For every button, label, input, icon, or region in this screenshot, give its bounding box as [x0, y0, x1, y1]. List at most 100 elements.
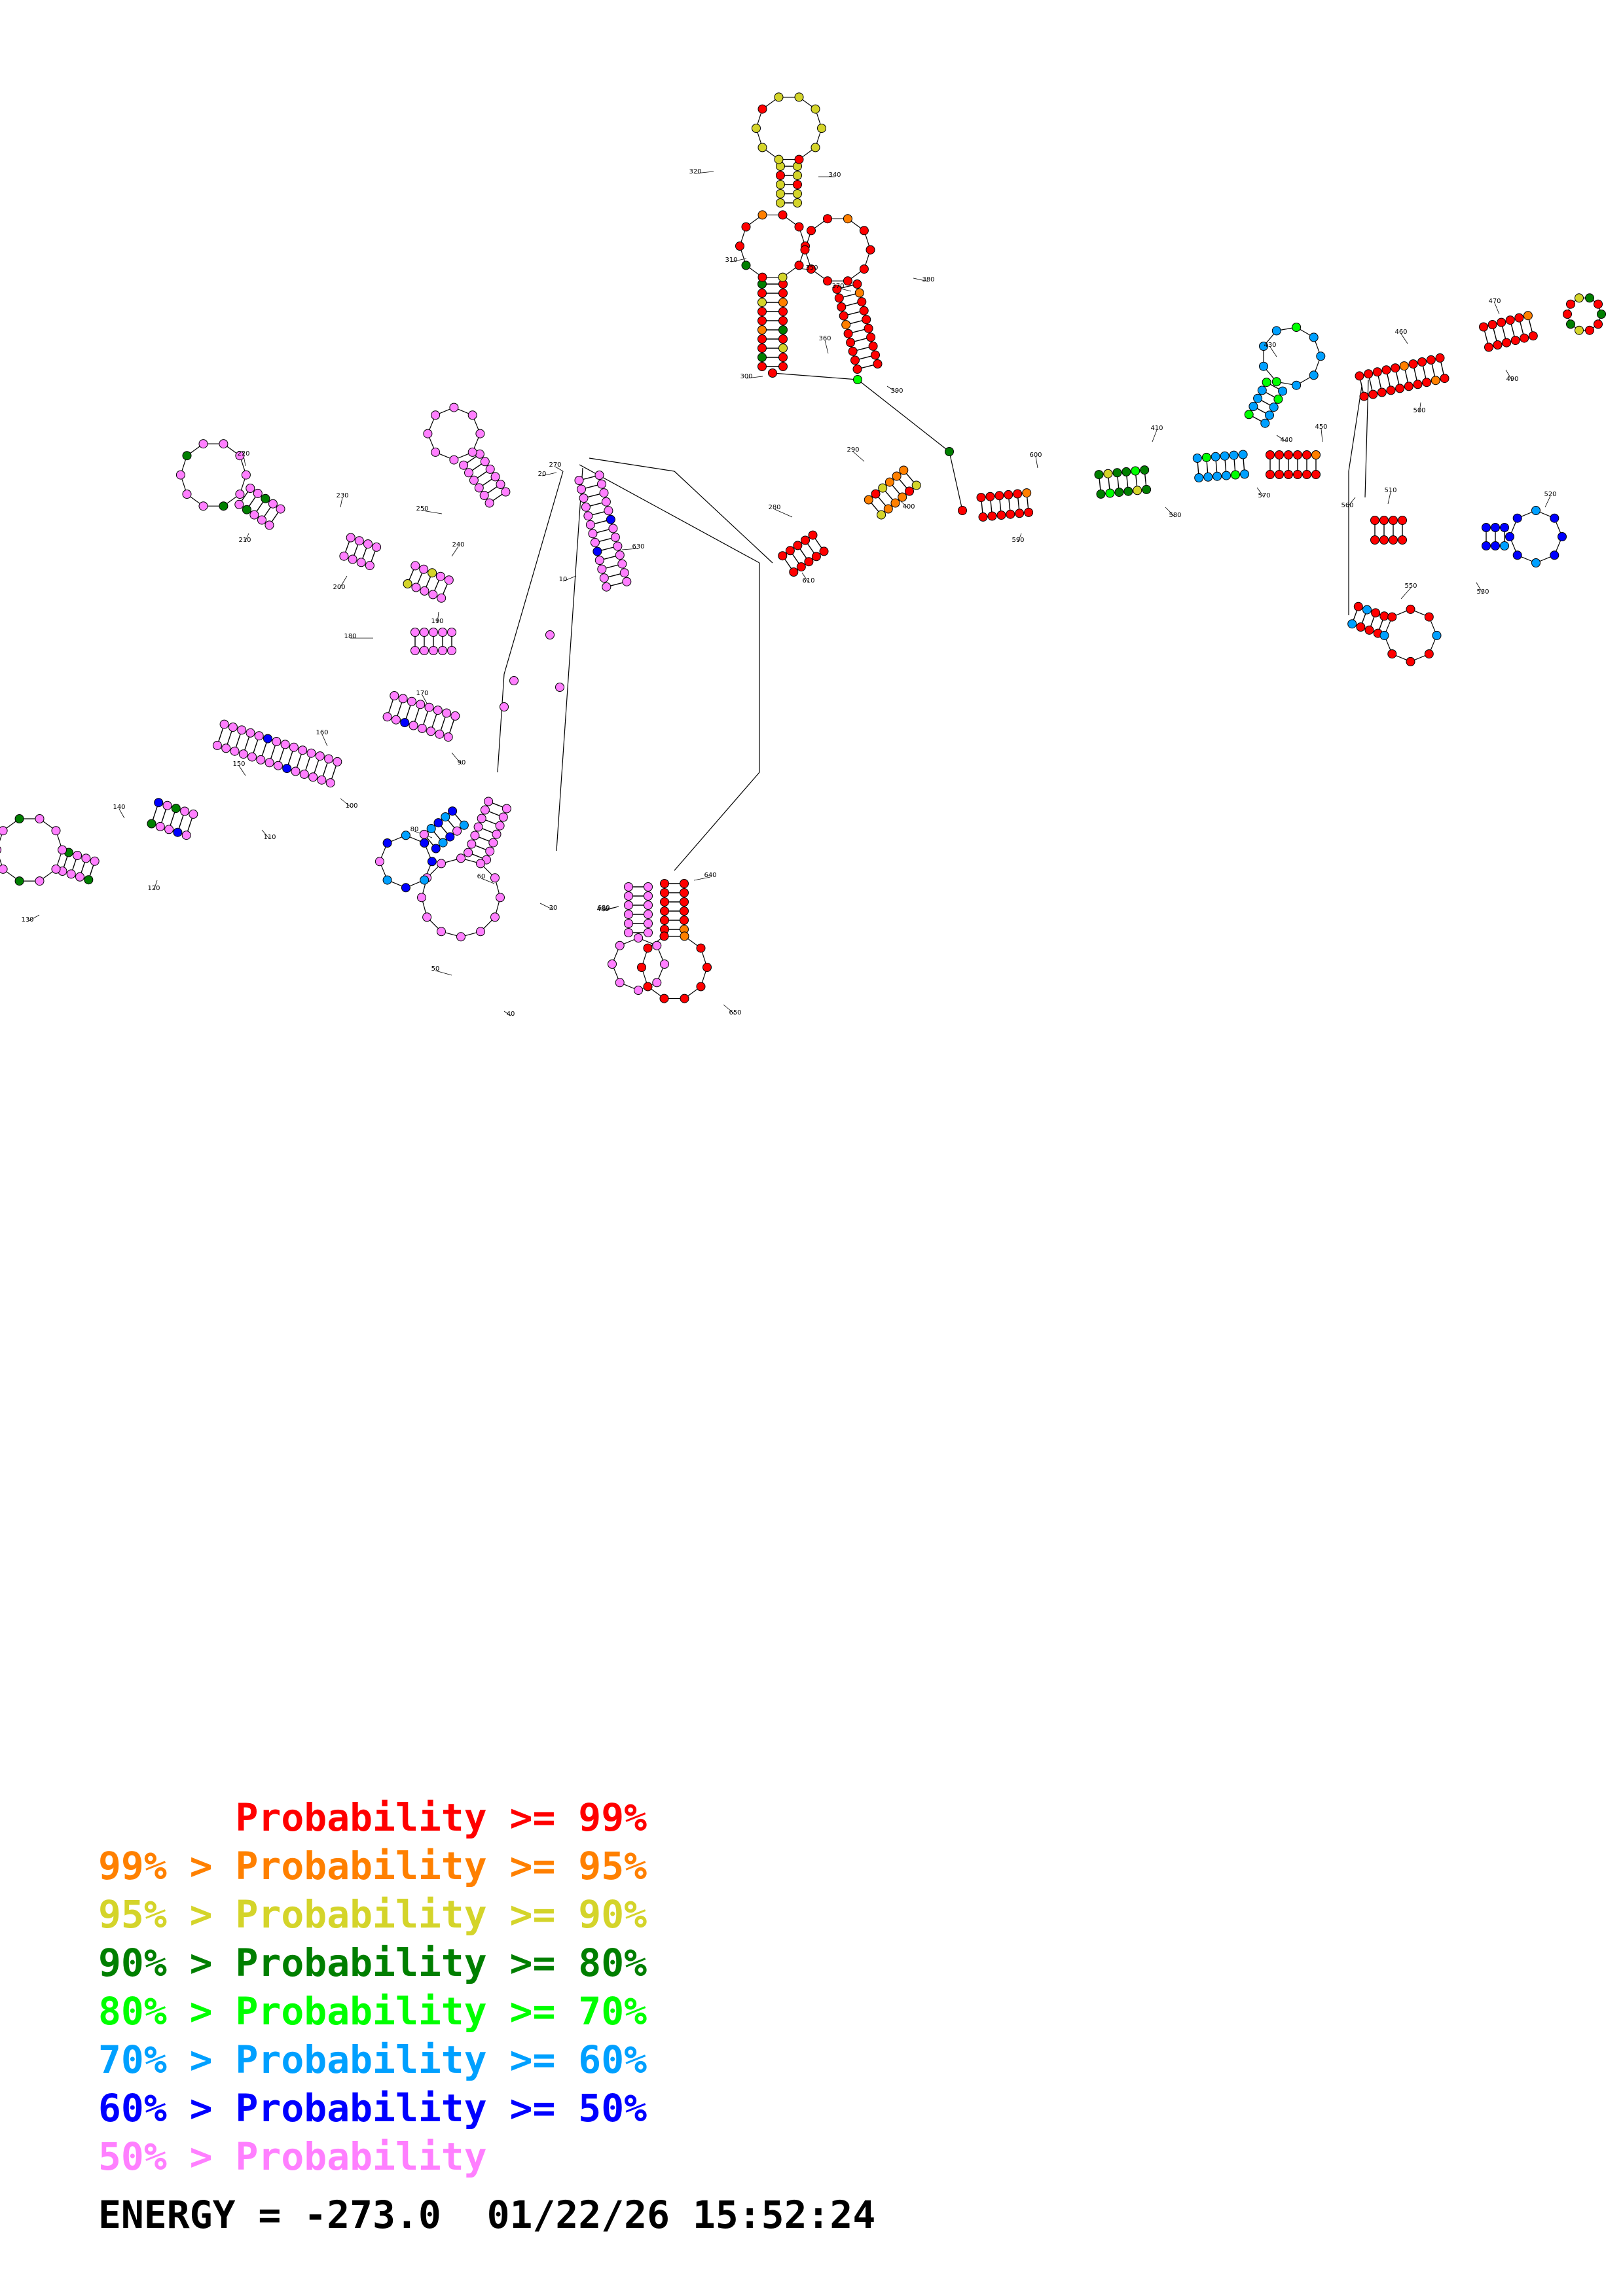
nucleotide — [1006, 509, 1015, 519]
nucleotide — [435, 729, 445, 739]
nucleotide — [1422, 378, 1432, 387]
nucleotide — [1292, 380, 1302, 390]
position-label: 550 — [1404, 583, 1417, 590]
nucleotide — [339, 551, 349, 561]
backbone-segment — [1165, 507, 1176, 518]
nucleotide — [1302, 470, 1311, 479]
nucleotide — [1275, 470, 1284, 479]
nucleotide — [501, 487, 511, 497]
backbone-segment — [1544, 495, 1551, 508]
backbone-segment — [340, 798, 352, 808]
nucleotide — [437, 927, 446, 937]
position-label: 460 — [1395, 329, 1407, 336]
nucleotide — [1493, 340, 1503, 350]
nucleotide — [429, 628, 438, 637]
nucleotide — [1364, 369, 1374, 379]
nucleotide — [448, 806, 458, 816]
nucleotide — [634, 986, 643, 995]
nucleotide — [1404, 382, 1413, 391]
nucleotide — [1192, 454, 1202, 463]
nucleotide — [189, 809, 198, 819]
nucleotide — [235, 490, 245, 499]
nucleotide — [443, 732, 453, 742]
nucleotide — [624, 891, 633, 901]
nucleotide — [496, 480, 505, 489]
nucleotide — [1273, 394, 1283, 404]
nucleotide — [247, 752, 257, 762]
nucleotide — [428, 590, 438, 600]
backbone-segment — [900, 500, 909, 509]
backbone-segment — [603, 906, 619, 910]
position-label: 400 — [902, 503, 915, 511]
nucleotide — [1379, 516, 1389, 525]
position-label: 30 — [549, 905, 558, 912]
nucleotide — [147, 819, 156, 829]
nucleotide — [811, 552, 821, 562]
nucleotide — [776, 180, 785, 189]
nucleotide — [391, 715, 401, 725]
nucleotide — [0, 846, 2, 853]
nucleotide — [1372, 367, 1382, 377]
nucleotide — [456, 853, 465, 863]
nucleotide — [1432, 630, 1442, 640]
position-label: 320 — [689, 168, 701, 175]
backbone-segment — [589, 457, 675, 472]
backbone-segment — [693, 876, 711, 881]
nucleotide — [1238, 450, 1248, 459]
nucleotide — [1379, 630, 1389, 640]
nucleotide — [837, 302, 847, 312]
nucleotide — [398, 694, 408, 704]
backbone-segment — [435, 970, 452, 976]
nucleotide — [450, 711, 460, 721]
nucleotide — [261, 493, 270, 503]
position-label: 450 — [1315, 423, 1327, 431]
nucleotide — [268, 499, 278, 509]
nucleotide — [597, 564, 607, 574]
nucleotide — [1387, 612, 1397, 622]
nucleotide — [1293, 450, 1302, 459]
backbone-segment — [1476, 582, 1484, 594]
nucleotide — [624, 882, 633, 891]
nucleotide — [479, 490, 489, 500]
nucleotide — [1594, 319, 1603, 329]
nucleotide — [768, 368, 777, 378]
nucleotide — [1398, 535, 1407, 545]
nucleotide — [1482, 523, 1491, 532]
nucleotide — [433, 818, 443, 828]
nucleotide — [843, 329, 853, 338]
backbone-segment — [539, 903, 554, 910]
nucleotide — [219, 501, 228, 511]
backbone-segment — [1400, 333, 1408, 344]
backbone-segment — [1347, 497, 1356, 508]
nucleotide — [1133, 486, 1142, 495]
nucleotide — [1114, 488, 1124, 497]
nucleotide — [599, 573, 609, 583]
position-label: 40 — [507, 1011, 515, 1018]
nucleotide — [1364, 625, 1374, 635]
nucleotide — [464, 848, 473, 857]
backbone-segment — [913, 278, 929, 282]
nucleotide — [873, 359, 883, 368]
position-label: 250 — [416, 505, 428, 512]
backbone-segment — [497, 673, 505, 773]
position-label: 10 — [559, 576, 568, 583]
nucleotide — [823, 214, 832, 224]
position-label: 510 — [1384, 487, 1396, 494]
nucleotide — [315, 751, 325, 761]
nucleotide — [180, 806, 190, 816]
nucleotide — [1424, 649, 1434, 659]
nucleotide — [264, 520, 274, 530]
nucleotide — [644, 901, 653, 910]
nucleotide — [1377, 387, 1387, 397]
nucleotide — [843, 276, 852, 286]
nucleotide — [1431, 376, 1440, 386]
nucleotide — [476, 927, 485, 937]
nucleotide — [459, 460, 469, 470]
nucleotide — [1391, 363, 1400, 373]
nucleotide — [219, 719, 229, 729]
nucleotide — [659, 931, 669, 941]
legend-row-60: 70% > Probability >= 60% — [98, 2037, 647, 2082]
nucleotide — [1105, 488, 1115, 498]
position-label: 410 — [1150, 425, 1163, 432]
legend-row-70: 80% > Probability >= 70% — [98, 1989, 647, 2034]
